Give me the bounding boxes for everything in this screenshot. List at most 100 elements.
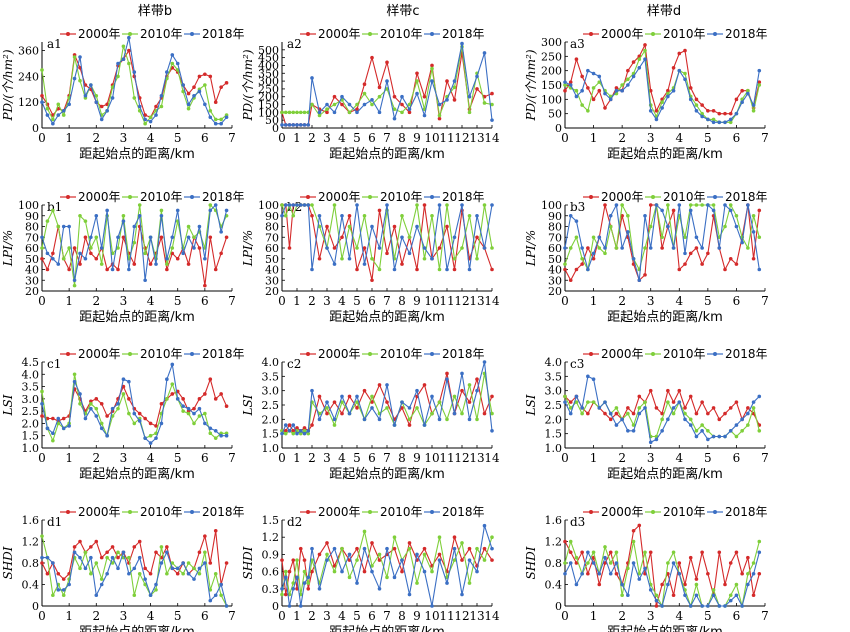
data-point [407, 110, 412, 115]
data-point [332, 102, 337, 107]
data-point [175, 61, 180, 66]
data-point [377, 383, 382, 387]
data-point [370, 55, 374, 60]
data-point [608, 417, 613, 422]
data-point [165, 70, 169, 74]
data-point [574, 57, 579, 61]
y-tick-label: 0 [32, 600, 39, 613]
x-tick-label: 5 [704, 131, 712, 145]
data-point [61, 593, 66, 598]
data-point [186, 406, 191, 411]
data-point [298, 203, 303, 207]
data-point [422, 423, 427, 427]
data-point [370, 102, 374, 107]
data-point [586, 571, 590, 576]
data-point [671, 208, 676, 213]
data-point [671, 593, 676, 598]
y-tick-label: 1.0 [22, 442, 40, 455]
data-point [637, 523, 642, 528]
data-point [631, 429, 636, 433]
data-point [192, 246, 196, 250]
data-point [121, 44, 126, 49]
data-point [614, 550, 619, 555]
legend-label: 2000年 [78, 505, 121, 519]
data-point [643, 566, 647, 571]
data-point [437, 400, 442, 404]
data-point [340, 102, 344, 107]
legend-marker [306, 510, 310, 514]
data-point [626, 566, 630, 571]
y-tick-label: 60 [265, 242, 279, 255]
data-point [683, 582, 687, 587]
data-point [700, 400, 704, 404]
x-tick-label: 4 [147, 609, 155, 623]
data-point [660, 604, 664, 608]
y-tick-label: 40 [548, 264, 562, 277]
data-point [355, 558, 359, 562]
data-point [608, 411, 613, 416]
x-tick-label: 0 [38, 609, 46, 623]
data-point [181, 251, 185, 256]
legend-label: 2018年 [442, 505, 485, 519]
data-point [671, 550, 676, 555]
data-point [192, 93, 196, 98]
data-point [683, 235, 687, 240]
data-point [751, 561, 756, 565]
data-point [127, 61, 131, 66]
data-point [671, 406, 676, 410]
legend-marker [66, 195, 70, 199]
panel-a1: 0 120 240 360 0 1 2 3 4 5 6 7 距起始点的距离/km PD/(个/hm²) a1… [1, 27, 245, 162]
legend-label: 2018年 [442, 347, 485, 361]
data-point [370, 569, 374, 574]
legend-label: 2000年 [318, 27, 361, 41]
y-tick-label: 4.0 [22, 368, 40, 381]
data-point [740, 571, 744, 576]
y-tick-label: 400 [258, 59, 279, 72]
legend-label: 2018年 [725, 190, 768, 204]
data-point [51, 117, 55, 122]
data-point [116, 401, 120, 406]
data-point [723, 203, 727, 207]
data-point [110, 267, 115, 272]
data-point [110, 561, 115, 565]
data-point [654, 604, 659, 608]
data-point [648, 224, 653, 229]
data-point [332, 262, 337, 266]
data-point [170, 246, 175, 250]
data-point [143, 416, 147, 421]
data-point [170, 392, 175, 396]
data-point [83, 566, 88, 571]
data-point [746, 406, 750, 410]
legend-label: 2010年 [380, 505, 423, 519]
data-point [460, 592, 464, 597]
data-point [460, 203, 464, 207]
data-point [165, 545, 169, 549]
data-point [132, 421, 137, 426]
data-point [482, 546, 487, 551]
data-point [734, 582, 739, 587]
data-point [291, 558, 296, 562]
y-tick-label: 1.6 [22, 514, 40, 527]
data-point [291, 203, 296, 207]
data-point [392, 224, 397, 229]
series-line-2018年 [41, 37, 228, 125]
data-point [757, 68, 762, 73]
data-point [40, 534, 44, 538]
data-point [165, 256, 169, 261]
data-point [591, 86, 596, 90]
data-point [452, 98, 457, 102]
data-point [110, 555, 115, 560]
data-point [325, 541, 329, 545]
x-tick-label: 0 [278, 609, 286, 623]
x-tick-label: 0 [561, 131, 569, 145]
data-point [568, 213, 573, 218]
data-point [654, 406, 659, 410]
y-tick-label: 250 [258, 83, 279, 96]
y-tick-label: 70 [548, 231, 562, 244]
data-point [370, 278, 374, 283]
data-point [143, 251, 147, 256]
y-tick-label: 100 [18, 199, 39, 212]
data-point [740, 604, 744, 608]
x-tick-label: 5 [174, 451, 182, 465]
data-point [99, 426, 104, 431]
